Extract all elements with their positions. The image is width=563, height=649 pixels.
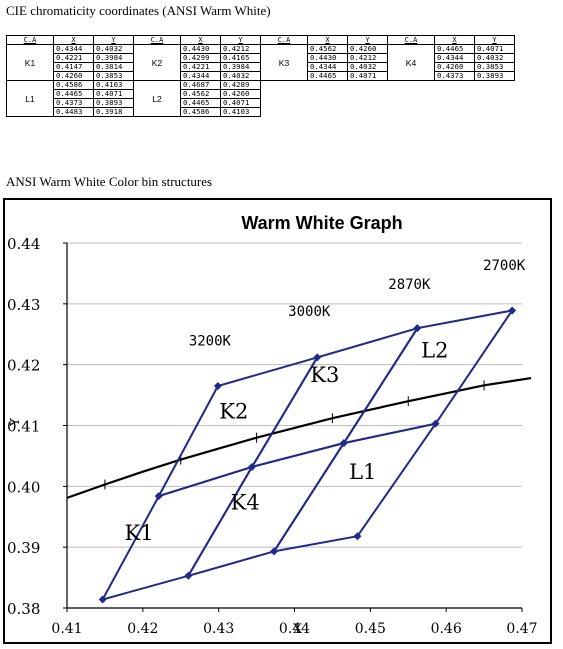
bin-outline-k2 [156,355,320,498]
cct-label: 2700K [483,258,526,274]
empty-cell [388,81,515,117]
chart-title: Warm White Graph [241,213,402,233]
bin-name-cell: L1 [6,80,54,117]
empty-cell [261,81,388,117]
header-cell: C.A [6,35,54,45]
y-value-cell: 0.3918 [93,107,134,117]
bin-outline-l1 [271,422,438,553]
y-tick-label: 0.43 [7,296,40,314]
vertex-marker [431,419,440,428]
y-tick-label: 0.40 [7,478,40,496]
x-tick-label: 0.42 [127,621,158,637]
vertex-marker [248,462,257,471]
x-tick-label: 0.41 [51,621,82,637]
vertex-marker [313,353,322,362]
x-value-cell: 0.4465 [307,71,348,81]
vertex-marker [184,571,193,580]
y-tick-label: 0.38 [7,600,40,618]
bin-name-cell: K2 [133,44,181,81]
section-title: ANSI Warm White Color bin structures [6,174,213,189]
y-tick-label: 0.39 [7,539,40,557]
y-tick-label: 0.44 [7,235,40,253]
bin-name-cell: L2 [133,80,181,117]
x-value-cell: 0.4483 [53,107,94,117]
table-title: CIE chromaticity coordinates (ANSI Warm … [6,3,271,18]
bin-name-cell: K4 [387,44,435,81]
x-tick-label: 0.45 [355,621,386,637]
warm-white-chart: Warm White Graph 0.44 0.43 0.42 0.41 0.40 0.39… [7,213,538,637]
bin-name-cell: K1 [6,44,54,81]
y-tick-label: 0.41 [7,418,40,436]
y-tick-label: 0.42 [7,357,40,375]
bin-label-k3: K3 [310,363,339,387]
bin-label-l1: L1 [349,460,376,484]
bin-label-k4: K4 [231,491,260,515]
x-tick-label: 0.44 [279,621,310,637]
x-tick-label: 0.46 [431,621,462,637]
table-row: 0.4483 0.3918 0.4586 0.4103 [7,107,515,117]
bin-label-k2: K2 [219,399,248,423]
table-row: K1 0.4344 0.4032 K2 0.4430 0.4212 K3 0.4562 0.42… [6,44,515,81]
cct-label: 2870K [388,277,431,293]
table-row: L1 0.4586 0.4103 L2 0.4687 0.4289 [6,80,515,117]
bin-label-l2: L2 [421,338,448,362]
vertex-marker [213,381,222,390]
planckian-locus [66,377,532,499]
bin-label-k1: K1 [125,521,154,545]
y-axis-label: Y [8,417,22,427]
chromaticity-table: C.A X Y C.A X Y C.A X Y C.A X Y K1 0.4344 0.4032 K2 0.44… [6,35,515,117]
table-row: 0.4221 0.3984 0.4299 0.4165 0.4430 0.4212 0.43… [7,53,515,63]
vertex-marker [98,595,107,604]
vertex-marker [353,532,362,541]
vertex-marker [154,492,163,501]
bin-outline-l2 [341,309,515,445]
x-value-cell: 0.4373 [434,71,475,81]
vertex-marker [413,324,422,333]
chart-frame: Warm White Graph 0.44 0.43 0.42 0.41 0.40 0.39… [3,198,552,644]
bin-outline-k4 [186,441,347,578]
bin-name-cell: K3 [260,44,308,81]
table-row: 0.4260 0.3853 0.4344 0.4032 0.4465 0.4071 0.43… [7,71,515,81]
x-value-cell: 0.4586 [180,107,221,117]
header-cell: C.A [133,35,181,45]
y-value-cell: 0.4071 [347,71,388,81]
header-cell: C.A [387,35,435,45]
y-value-cell: 0.4103 [220,107,261,117]
x-tick-label: 0.47 [506,621,537,637]
x-tick-label: 0.43 [203,621,234,637]
cct-label: 3200K [189,333,232,349]
vertex-marker [508,306,517,315]
vertex-marker [270,547,279,556]
vertex-marker [339,439,348,448]
x-axis-label: X [293,622,303,637]
cct-label: 3000K [288,304,331,320]
y-value-cell: 0.3893 [474,71,515,81]
header-cell: C.A [260,35,308,45]
